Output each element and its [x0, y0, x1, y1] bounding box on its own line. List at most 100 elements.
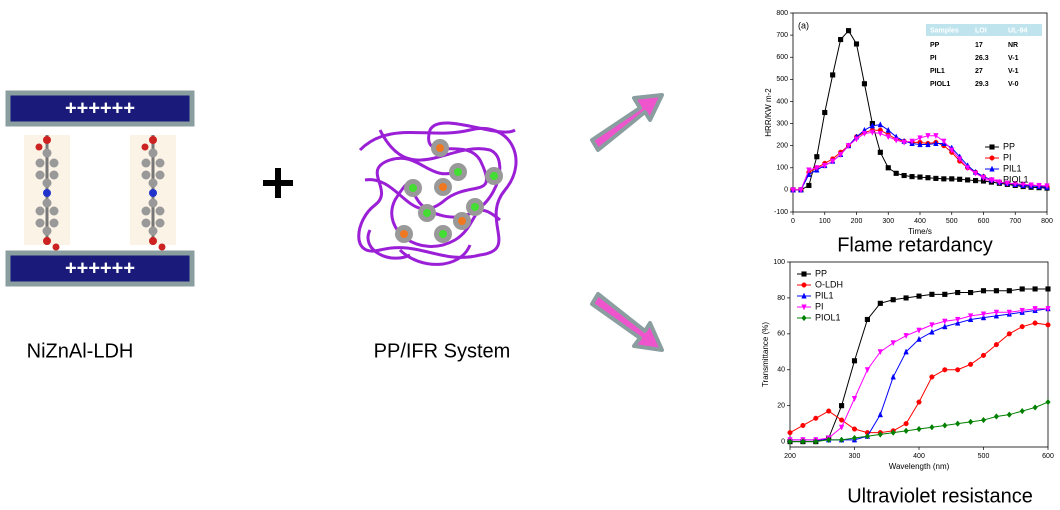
- data-point: [1020, 408, 1025, 414]
- legend-label: PIOL1: [815, 312, 841, 322]
- data-point: [801, 423, 806, 428]
- top-layer-charge: ++++++: [65, 97, 135, 119]
- data-point: [968, 290, 973, 295]
- data-point: [904, 421, 909, 426]
- data-point: [852, 427, 857, 432]
- data-point: [1020, 287, 1025, 292]
- table-cell: 27: [975, 68, 983, 75]
- legend-label: PI: [1003, 152, 1012, 162]
- legend-marker: [802, 283, 807, 288]
- data-point: [1046, 287, 1051, 292]
- data-point: [886, 127, 891, 132]
- data-point: [943, 367, 948, 372]
- ifr-label: PP/IFR System: [374, 340, 511, 362]
- data-point: [852, 396, 857, 401]
- x-tick-label: 500: [946, 218, 958, 225]
- y-tick-label: -100: [774, 209, 788, 216]
- y-tick-label: 500: [776, 76, 788, 83]
- table-cell: 17: [975, 42, 983, 49]
- data-point: [891, 374, 896, 379]
- y-tick-label: 300: [776, 120, 788, 127]
- legend-marker: [802, 315, 807, 321]
- data-point: [943, 292, 948, 297]
- y-tick-label: 800: [776, 10, 788, 17]
- y-tick-label: 40: [777, 367, 785, 374]
- data-point: [930, 375, 935, 380]
- data-point: [807, 183, 812, 188]
- data-point: [891, 297, 896, 302]
- data-point: [1007, 332, 1012, 337]
- legend-marker: [802, 272, 807, 277]
- legend-label: PIL1: [1003, 163, 1022, 173]
- data-point: [839, 418, 844, 423]
- legend-label: PIL1: [815, 290, 834, 300]
- legend-label: O-LDH: [815, 279, 843, 289]
- legend-marker: [990, 156, 995, 161]
- x-tick-label: 800: [1041, 218, 1053, 225]
- data-point: [878, 150, 883, 155]
- table-cell: PIOL1: [930, 81, 950, 88]
- data-point: [1020, 324, 1025, 329]
- x-tick-label: 200: [784, 453, 796, 460]
- data-point: [886, 165, 891, 170]
- y-tick-label: 80: [777, 295, 785, 302]
- data-point: [854, 42, 859, 47]
- charts: 0100200300400500600700800-10001002003004…: [761, 10, 1054, 507]
- x-tick-label: 400: [913, 453, 925, 460]
- y-tick-label: 200: [776, 143, 788, 150]
- x-tick-label: 100: [819, 218, 831, 225]
- y-tick-label: 60: [777, 331, 785, 338]
- y-axis-label: HRR/KW m-2: [764, 88, 773, 137]
- data-point: [955, 421, 960, 427]
- ldh-illustration: ++++++ ++++++ NiZnAl-LDH: [8, 93, 192, 362]
- data-point: [1033, 405, 1038, 411]
- y-tick-label: 600: [776, 54, 788, 61]
- bottom-layer-charge: ++++++: [65, 257, 135, 279]
- data-point: [981, 353, 986, 358]
- ldh-label: NiZnAl-LDH: [27, 340, 134, 362]
- table-cell: V-1: [1008, 55, 1019, 62]
- data-point: [1033, 287, 1038, 292]
- data-point: [1046, 399, 1051, 405]
- y-tick-label: 0: [781, 438, 785, 445]
- table-cell: PI: [930, 55, 937, 62]
- data-point: [839, 425, 844, 430]
- data-point: [878, 412, 883, 417]
- legend-marker: [990, 145, 995, 150]
- x-tick-label: 700: [1009, 218, 1021, 225]
- x-tick-label: 300: [882, 218, 894, 225]
- data-point: [943, 423, 948, 429]
- data-point: [965, 178, 970, 183]
- data-point: [918, 175, 923, 180]
- data-point: [902, 173, 907, 178]
- data-point: [934, 176, 939, 181]
- data-point: [942, 177, 947, 182]
- data-point: [973, 178, 978, 183]
- x-tick-label: 400: [914, 218, 926, 225]
- plus-sign: [263, 168, 293, 198]
- data-point: [865, 367, 870, 372]
- y-tick-label: 0: [784, 187, 788, 194]
- legend-label: PP: [1003, 141, 1015, 151]
- table-cell: 29.3: [975, 81, 989, 88]
- data-point: [930, 292, 935, 297]
- arrows: [592, 95, 662, 350]
- data-point: [815, 154, 820, 159]
- data-point: [910, 174, 915, 179]
- chart-caption: Flame retardancy: [837, 234, 993, 256]
- data-point: [1046, 323, 1051, 328]
- x-axis-label: Wavelength (nm): [889, 462, 950, 471]
- table-cell: PP: [930, 42, 940, 49]
- data-point: [994, 342, 999, 347]
- x-tick-label: 0: [791, 218, 795, 225]
- x-tick-label: 600: [978, 218, 990, 225]
- data-point: [852, 358, 857, 363]
- data-point: [994, 288, 999, 293]
- chart-caption: Ultraviolet resistance: [847, 485, 1033, 507]
- legend-label: PI: [815, 301, 824, 311]
- data-point: [981, 288, 986, 293]
- data-point: [917, 294, 922, 299]
- table-cell: V-1: [1008, 68, 1019, 75]
- data-point: [949, 177, 954, 182]
- data-point: [838, 37, 843, 42]
